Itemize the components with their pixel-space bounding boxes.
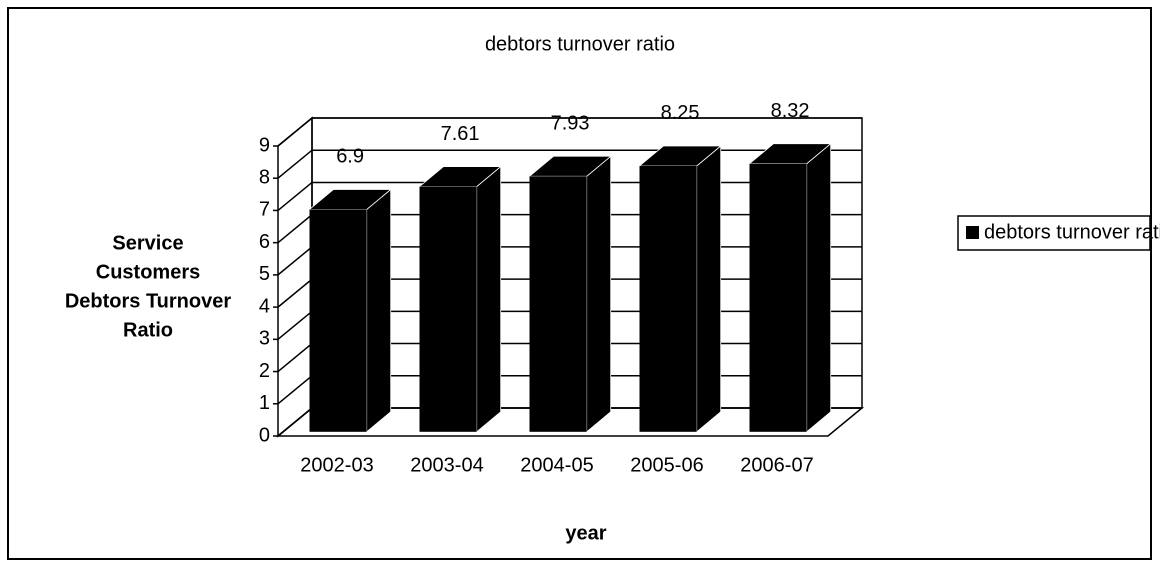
y-tick-label: 6 <box>259 231 270 253</box>
y-tick-label: 9 <box>259 134 270 156</box>
y-tick-label: 4 <box>259 295 270 317</box>
bar-front <box>639 165 697 432</box>
bar <box>308 188 392 433</box>
grid-line <box>277 117 862 147</box>
x-tick-label: 2004-05 <box>520 454 593 476</box>
legend-frame <box>957 215 1151 251</box>
data-label: 6.9 <box>336 146 364 168</box>
data-label: 7.93 <box>551 113 590 135</box>
bar <box>418 165 502 433</box>
y-tick-label: 5 <box>259 263 270 285</box>
bar-front <box>419 186 477 432</box>
y-tick-label: 1 <box>259 392 270 414</box>
bar <box>748 142 832 433</box>
chart-title: debtors turnover ratio <box>485 33 675 55</box>
data-label: 7.61 <box>441 123 480 145</box>
legend: debtors turnover ratio <box>957 215 1160 251</box>
x-tick-label: 2005-06 <box>630 454 703 476</box>
bar-side <box>586 155 612 433</box>
data-label: 8.32 <box>771 100 810 122</box>
x-tick-label: 2003-04 <box>410 454 483 476</box>
bar-side <box>806 142 832 433</box>
data-label: 8.25 <box>661 102 700 124</box>
y-tick-label: 7 <box>259 199 270 221</box>
x-axis-label: year <box>565 522 606 544</box>
y-tick-label: 8 <box>259 167 270 189</box>
bar-front <box>749 163 807 432</box>
legend-label: debtors turnover ratio <box>984 221 1160 243</box>
y-axis-label: Service <box>112 232 183 254</box>
x-tick-label: 2002-03 <box>300 454 373 476</box>
y-tick-label: 0 <box>259 424 270 446</box>
bar-side <box>476 165 502 433</box>
bar-front <box>529 176 587 432</box>
bar-top <box>748 143 832 165</box>
y-axis-label: Debtors Turnover <box>65 290 232 312</box>
bar-side <box>366 188 392 433</box>
bar <box>638 145 722 433</box>
bar-side <box>696 145 722 433</box>
y-tick-label: 2 <box>259 360 270 382</box>
legend-swatch <box>966 226 979 239</box>
y-tick-label: 3 <box>259 328 270 350</box>
bar-front <box>309 209 367 432</box>
y-axis-label: Ratio <box>123 319 173 341</box>
bar <box>528 155 612 433</box>
y-axis-label: Customers <box>96 261 200 283</box>
x-tick-label: 2006-07 <box>740 454 813 476</box>
